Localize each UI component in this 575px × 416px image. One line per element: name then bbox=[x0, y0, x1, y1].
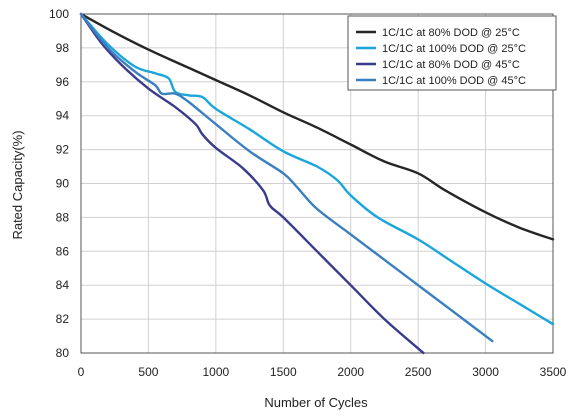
y-tick-label: 96 bbox=[56, 75, 70, 89]
x-tick-label: 3000 bbox=[472, 365, 499, 379]
x-tick-label: 2000 bbox=[337, 365, 364, 379]
series-layer bbox=[79, 12, 555, 355]
plot-frame bbox=[80, 13, 554, 354]
series-line-1 bbox=[79, 12, 555, 241]
y-tick-label: 88 bbox=[56, 210, 70, 224]
y-tick-label: 80 bbox=[56, 346, 70, 360]
y-tick-label: 90 bbox=[56, 177, 70, 191]
x-axis-label: Number of Cycles bbox=[264, 395, 368, 410]
series-line-3 bbox=[79, 12, 425, 355]
x-tick-label: 3500 bbox=[540, 365, 567, 379]
y-tick-label: 94 bbox=[56, 109, 70, 123]
y-tick-label: 92 bbox=[56, 143, 70, 157]
legend-label: 1C/1C at 100% DOD @ 25°C bbox=[382, 43, 526, 55]
y-tick-label: 100 bbox=[49, 7, 69, 21]
y-axis-ticks: 80 82 84 86 88 90 92 94 96 98 100 bbox=[49, 7, 69, 360]
legend-label: 1C/1C at 80% DOD @ 25°C bbox=[382, 27, 520, 39]
legend-box bbox=[347, 15, 557, 91]
y-tick-label: 98 bbox=[56, 41, 70, 55]
series-line-4 bbox=[79, 12, 494, 343]
y-tick-label: 82 bbox=[56, 312, 70, 326]
legend-label: 1C/1C at 100% DOD @ 45°C bbox=[382, 75, 526, 87]
legend: 1C/1C at 80% DOD @ 25°C 1C/1C at 100% DOD… bbox=[347, 15, 557, 91]
series-line-2 bbox=[79, 12, 555, 326]
x-tick-label: 1500 bbox=[270, 365, 297, 379]
y-tick-label: 84 bbox=[56, 278, 70, 292]
x-axis-ticks: 0 500 1000 1500 2000 2500 3000 3500 bbox=[78, 365, 567, 379]
y-axis-label: Rated Capacity(%) bbox=[10, 130, 25, 239]
x-tick-label: 2500 bbox=[405, 365, 432, 379]
x-tick-label: 1000 bbox=[203, 365, 230, 379]
y-tick-label: 86 bbox=[56, 244, 70, 258]
x-tick-label: 500 bbox=[138, 365, 158, 379]
legend-label: 1C/1C at 80% DOD @ 45°C bbox=[382, 59, 520, 71]
x-tick-label: 0 bbox=[78, 365, 85, 379]
